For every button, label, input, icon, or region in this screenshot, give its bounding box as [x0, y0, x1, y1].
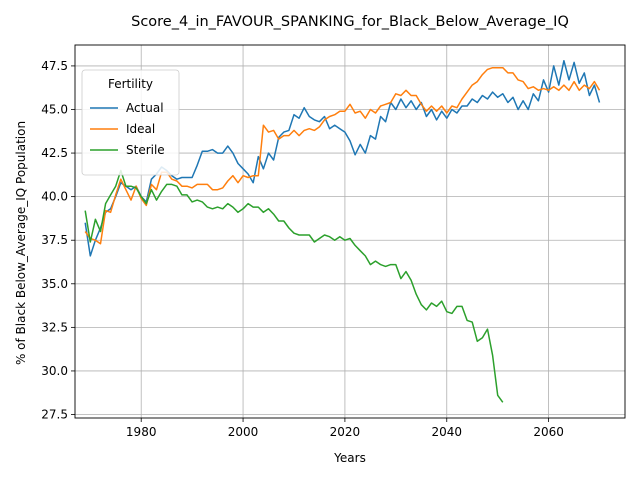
y-tick-label: 42.5	[41, 146, 68, 160]
legend-label-actual: Actual	[126, 101, 164, 115]
legend-box	[81, 69, 180, 176]
legend: Fertility Actual Ideal Sterile	[81, 69, 180, 176]
x-tick-label: 1980	[126, 425, 157, 439]
x-tick-label: 2000	[228, 425, 259, 439]
x-tick-label: 2020	[330, 425, 361, 439]
plot-frame	[74, 44, 626, 419]
series-line-sterile	[84, 169, 504, 403]
y-tick-label: 27.5	[41, 408, 68, 422]
grid-lines	[75, 45, 625, 418]
y-tick-label: 45.0	[41, 102, 68, 116]
legend-title: Fertility	[108, 77, 153, 91]
y-tick-label: 40.0	[41, 190, 68, 204]
legend-label-ideal: Ideal	[126, 122, 155, 136]
x-tick-label: 2060	[533, 425, 564, 439]
y-tick-label: 47.5	[41, 59, 68, 73]
series-line-ideal	[84, 66, 601, 245]
y-tick-label: 32.5	[41, 320, 68, 334]
y-axis-label: % of Black Below_Average_IQ Population	[14, 121, 28, 365]
y-axis: 27.5 30.0 32.5 35.0 37.5 40.0 42.5 45.0 47.5	[41, 59, 75, 422]
y-tick-label: 37.5	[41, 233, 68, 247]
legend-label-sterile: Sterile	[126, 143, 165, 157]
x-axis: 1980 2000 2020 2040 2060	[126, 418, 564, 439]
chart-title: Score_4_in_FAVOUR_SPANKING_for_Black_Bel…	[131, 14, 569, 30]
x-tick-label: 2040	[431, 425, 462, 439]
y-tick-label: 30.0	[41, 364, 68, 378]
y-tick-label: 35.0	[41, 277, 68, 291]
x-axis-label: Years	[333, 451, 366, 465]
